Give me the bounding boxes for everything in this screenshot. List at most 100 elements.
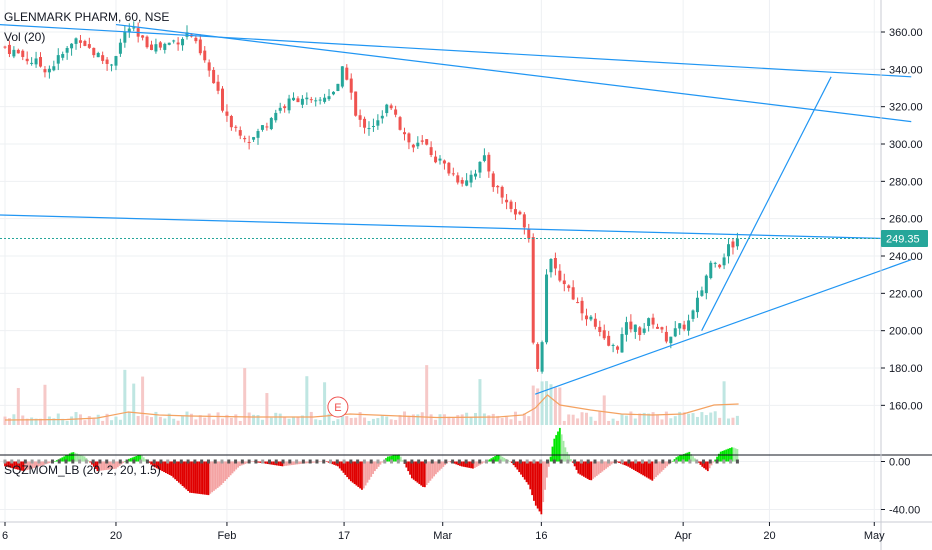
momentum-bar bbox=[429, 461, 432, 481]
indicator-legend[interactable]: SQZMOM_LB (20, 2, 20, 1.5) bbox=[4, 463, 161, 477]
squeeze-dot bbox=[376, 459, 380, 464]
symbol-legend[interactable]: GLENMARK PHARM, 60, NSE bbox=[4, 10, 170, 24]
volume-bar bbox=[229, 417, 233, 425]
trendline[interactable] bbox=[0, 214, 912, 240]
candle bbox=[92, 47, 96, 56]
momentum-bar bbox=[662, 461, 665, 470]
squeeze-dot bbox=[722, 459, 726, 464]
volume-bar bbox=[87, 416, 91, 425]
volume-bar bbox=[482, 413, 486, 425]
momentum-bar bbox=[61, 457, 64, 462]
volume-bar bbox=[278, 413, 282, 425]
candle bbox=[673, 328, 677, 337]
momentum-bar bbox=[412, 461, 415, 480]
candle bbox=[513, 209, 517, 215]
momentum-bar bbox=[681, 454, 683, 462]
volume-bar bbox=[540, 381, 544, 425]
momentum-bar bbox=[353, 461, 356, 485]
volume-bar bbox=[718, 417, 722, 425]
squeeze-dot bbox=[186, 459, 190, 464]
squeeze-dot bbox=[674, 459, 678, 464]
momentum-bar bbox=[459, 461, 461, 466]
candle bbox=[491, 173, 495, 188]
squeeze-dot bbox=[715, 459, 719, 464]
trendline[interactable] bbox=[701, 76, 832, 331]
squeeze-dot bbox=[71, 459, 75, 464]
momentum-bar bbox=[501, 456, 504, 462]
volume-bar bbox=[198, 415, 202, 425]
momentum-bar bbox=[190, 461, 193, 493]
momentum-bar bbox=[198, 461, 201, 494]
volume-bar bbox=[136, 415, 140, 425]
momentum-bar bbox=[629, 461, 632, 468]
volume-bar bbox=[336, 419, 340, 425]
momentum-bar bbox=[470, 461, 472, 469]
momentum-bar bbox=[466, 461, 469, 468]
momentum-bar bbox=[518, 461, 521, 473]
momentum-bar bbox=[33, 461, 36, 468]
momentum-bar bbox=[237, 461, 239, 468]
momentum-bar bbox=[623, 461, 626, 466]
volume-bar bbox=[633, 418, 637, 425]
candle bbox=[229, 116, 233, 128]
candle bbox=[642, 328, 646, 333]
indicator-axis[interactable]: 0.00 -40.00 bbox=[881, 457, 920, 517]
squeeze-dot bbox=[417, 459, 421, 464]
squeeze-dot bbox=[247, 459, 251, 464]
momentum-bar bbox=[529, 461, 532, 490]
momentum-bar bbox=[379, 461, 382, 465]
momentum-bar bbox=[645, 461, 648, 478]
squeeze-dot bbox=[457, 459, 461, 464]
momentum-bar bbox=[312, 461, 315, 463]
grid bbox=[0, 0, 881, 521]
price-axis-label: 360.00 bbox=[889, 27, 923, 39]
candle bbox=[704, 275, 708, 294]
momentum-bar bbox=[176, 461, 178, 481]
momentum-bar bbox=[468, 461, 471, 468]
earnings-marker[interactable]: E bbox=[327, 396, 349, 418]
volume-bar bbox=[518, 420, 522, 425]
squeeze-dot bbox=[139, 459, 143, 464]
squeeze-dot bbox=[695, 459, 699, 464]
candle bbox=[185, 32, 189, 37]
volume-legend[interactable]: Vol (20) bbox=[4, 30, 46, 44]
squeeze-dot bbox=[383, 459, 387, 464]
volume-bar bbox=[287, 418, 291, 425]
momentum-bar bbox=[647, 461, 650, 479]
time-axis[interactable]: 6 20 Feb 17 Mar 16 Apr 20 May bbox=[2, 522, 885, 542]
candle bbox=[713, 262, 717, 264]
momentum-bar bbox=[224, 461, 226, 482]
trendline[interactable] bbox=[534, 259, 912, 395]
volume-bar bbox=[660, 419, 664, 425]
trendline[interactable] bbox=[0, 23, 912, 78]
momentum-bar bbox=[290, 461, 293, 466]
momentum-bar bbox=[105, 461, 108, 470]
momentum-bar bbox=[473, 461, 476, 468]
volume-bar bbox=[110, 420, 114, 425]
momentum-bar bbox=[536, 461, 539, 509]
squeeze-dot bbox=[552, 459, 556, 464]
squeeze-dot bbox=[525, 459, 529, 464]
price-axis-label: 220.00 bbox=[889, 288, 923, 300]
candle bbox=[607, 335, 611, 346]
earnings-circle[interactable] bbox=[327, 396, 349, 418]
price-axis[interactable]: 360.00 340.00 320.00 300.00 280.00 260.00 240.… bbox=[881, 27, 923, 412]
momentum-bar bbox=[340, 461, 343, 471]
candle bbox=[198, 39, 202, 54]
volume-bar bbox=[416, 414, 420, 425]
candle bbox=[656, 326, 660, 329]
momentum-bar bbox=[325, 461, 328, 462]
momentum-bar bbox=[422, 461, 424, 487]
squeeze-dot bbox=[152, 459, 156, 464]
volume-bar bbox=[407, 415, 411, 425]
trendlines[interactable] bbox=[0, 23, 912, 395]
volume-bar bbox=[265, 393, 269, 425]
trendline[interactable] bbox=[115, 23, 912, 123]
momentum-bar bbox=[638, 461, 641, 474]
momentum-bar bbox=[464, 461, 467, 468]
momentum-bar bbox=[283, 461, 286, 467]
volume-bar bbox=[376, 418, 380, 425]
momentum-bar bbox=[503, 457, 506, 462]
time-axis-label: 16 bbox=[535, 530, 547, 542]
momentum-bar bbox=[159, 461, 162, 471]
